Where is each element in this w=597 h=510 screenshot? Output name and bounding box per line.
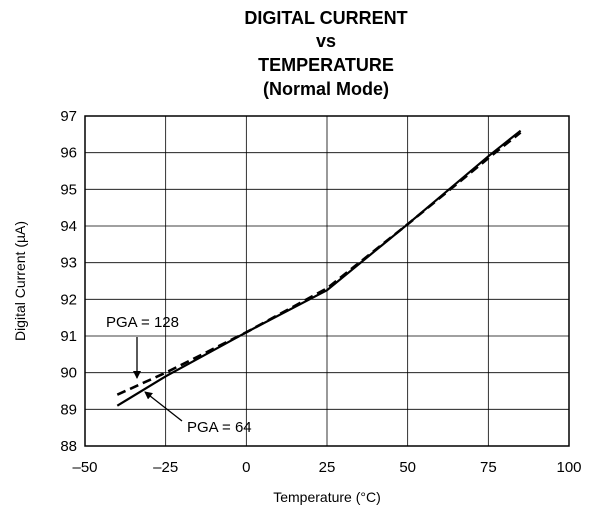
y-tick-label: 89 [60,401,77,418]
x-axis-ticks: –50 –25 0 25 50 75 100 [72,459,581,476]
y-axis-ticks: 88 89 90 91 92 93 94 95 96 97 [60,108,77,455]
chart-title-line-2: vs [316,31,336,51]
series-line-pga-128 [116,131,522,396]
x-tick-label: 75 [480,459,497,476]
annotation-label: PGA = 128 [106,314,179,331]
y-tick-label: 95 [60,181,77,198]
y-axis-label: Digital Current (µA) [12,221,28,341]
x-tick-label: 50 [399,459,416,476]
y-tick-label: 94 [60,218,77,235]
x-axis-label: Temperature (°C) [273,489,381,505]
y-tick-label: 97 [60,108,77,125]
y-tick-label: 88 [60,438,77,455]
annotation-arrow [144,391,183,422]
annotations: PGA = 128 PGA = 64 [106,314,252,436]
grid [84,115,570,447]
x-tick-label: 100 [556,459,581,476]
chart-title-line-3: TEMPERATURE [258,55,394,75]
y-tick-label: 93 [60,255,77,272]
y-tick-label: 91 [60,328,77,345]
x-tick-label: 0 [242,459,250,476]
y-tick-label: 92 [60,291,77,308]
x-tick-label: –25 [153,459,178,476]
y-tick-label: 90 [60,365,77,382]
plot-frame [84,115,570,447]
chart-title-line-1: DIGITAL CURRENT [244,8,407,28]
series-group [116,129,522,407]
y-tick-label: 96 [60,145,77,162]
annotation-label: PGA = 64 [187,419,252,436]
series-line-pga-64 [116,129,522,407]
x-tick-label: 25 [319,459,336,476]
x-tick-label: –50 [72,459,97,476]
chart-title-line-4: (Normal Mode) [263,79,389,99]
